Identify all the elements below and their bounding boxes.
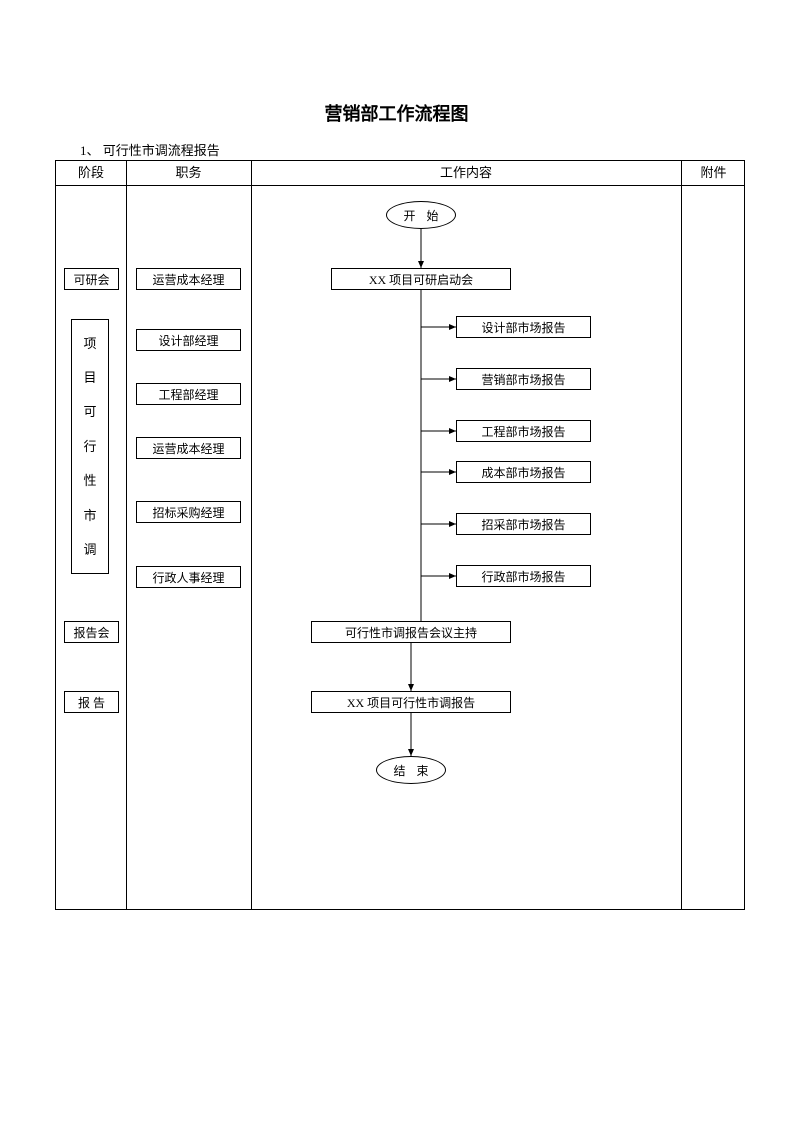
node-end: 结 束 xyxy=(376,756,446,784)
column-divider xyxy=(681,161,682,909)
node-meeting: 可行性市调报告会议主持 xyxy=(311,621,511,643)
role-eng: 工程部经理 xyxy=(136,383,241,405)
flow-frame: 阶段职务工作内容附件可研会项目可行性市调报告会报 告 运营成本经理设计部经理工程部… xyxy=(55,160,745,910)
role-ops2: 运营成本经理 xyxy=(136,437,241,459)
column-divider xyxy=(126,161,127,909)
node-rpt_eng: 工程部市场报告 xyxy=(456,420,591,442)
node-rpt_cost: 成本部市场报告 xyxy=(456,461,591,483)
node-rpt_proc: 招采部市场报告 xyxy=(456,513,591,535)
node-rpt_admin: 行政部市场报告 xyxy=(456,565,591,587)
subtitle: 1、 可行性市调流程报告 xyxy=(80,140,220,159)
node-start: 开 始 xyxy=(386,201,456,229)
node-rpt_sales: 营销部市场报告 xyxy=(456,368,591,390)
header-divider xyxy=(56,185,744,186)
page-title: 营销部工作流程图 xyxy=(0,100,793,126)
column-divider xyxy=(251,161,252,909)
stage-keyan: 可研会 xyxy=(64,268,119,290)
node-rpt_design: 设计部市场报告 xyxy=(456,316,591,338)
role-ops1: 运营成本经理 xyxy=(136,268,241,290)
column-header-work: 工作内容 xyxy=(251,161,681,185)
stage-market: 项目可行性市调 xyxy=(71,319,109,574)
node-kickoff: XX 项目可研启动会 xyxy=(331,268,511,290)
column-header-role: 职务 xyxy=(126,161,251,185)
role-proc: 招标采购经理 xyxy=(136,501,241,523)
role-design: 设计部经理 xyxy=(136,329,241,351)
role-hr: 行政人事经理 xyxy=(136,566,241,588)
stage-report-meet: 报告会 xyxy=(64,621,119,643)
node-final: XX 项目可行性市调报告 xyxy=(311,691,511,713)
column-header-attach: 附件 xyxy=(681,161,746,185)
column-header-stage: 阶段 xyxy=(56,161,126,185)
stage-report: 报 告 xyxy=(64,691,119,713)
